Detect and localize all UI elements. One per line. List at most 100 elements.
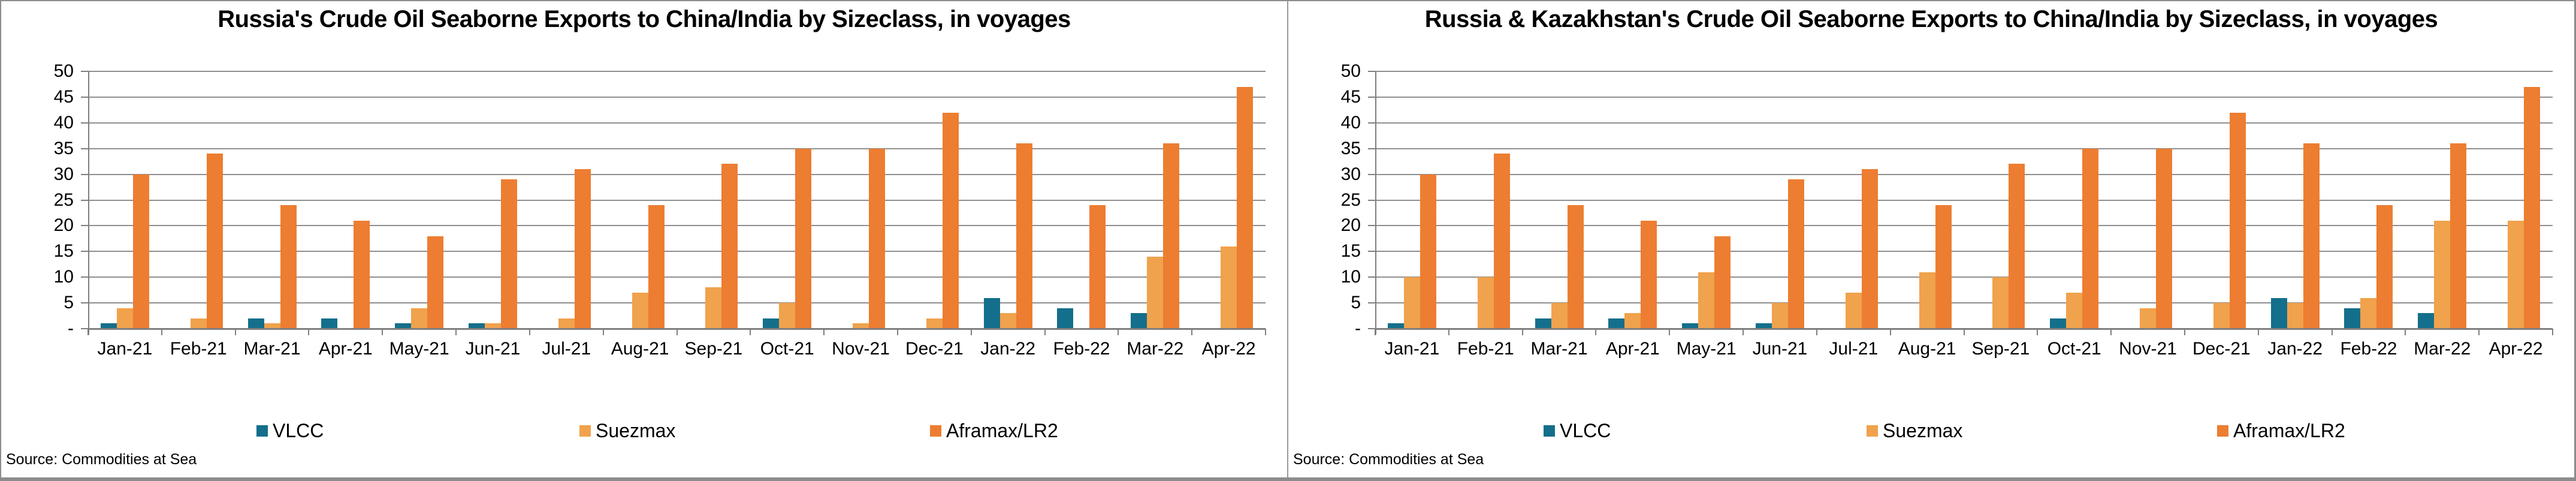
x-tick-label: Jan-21 (97, 339, 153, 359)
legend-swatch-suezmax (1867, 425, 1878, 437)
x-axis-tick (382, 329, 383, 335)
x-axis-tick (2110, 329, 2112, 335)
x-axis-tick (2184, 329, 2185, 335)
bar-suezmax (1403, 277, 1420, 329)
x-tick-label: Apr-21 (318, 339, 373, 359)
x-tick-label: Oct-21 (760, 339, 814, 359)
y-tick-label: 15 (53, 241, 74, 261)
bar-suezmax (1551, 303, 1568, 329)
bar-suezmax (926, 318, 943, 329)
bar-vlcc (468, 323, 485, 329)
chart-panel-russia: Russia's Crude Oil Seaborne Exports to C… (1, 1, 1287, 477)
x-axis-tick (750, 329, 751, 335)
x-axis-tick (2405, 329, 2406, 335)
x-axis-tick (1889, 329, 1891, 335)
legend-item: VLCC (1544, 419, 1611, 443)
y-tick-label: 50 (53, 61, 74, 81)
x-axis-tick (161, 329, 162, 335)
bar-suezmax (999, 313, 1016, 329)
y-axis-tick (81, 122, 88, 124)
x-tick-label: Aug-21 (611, 339, 669, 359)
legend-swatch-aframax-lr2 (2217, 425, 2228, 437)
bar-suezmax (190, 318, 207, 329)
bar-suezmax (484, 323, 501, 329)
bar-suezmax (2213, 303, 2230, 329)
y-tick-label: 20 (1340, 215, 1361, 236)
bar-suezmax (1221, 246, 1237, 329)
x-axis-tick (823, 329, 825, 335)
bar-aframax-lr2 (354, 220, 370, 329)
y-axis-tick (1368, 276, 1375, 278)
gridline (88, 302, 1266, 304)
y-axis-tick (1368, 199, 1375, 201)
x-tick-label: Sep-21 (684, 339, 743, 359)
y-tick-label: 20 (53, 215, 74, 236)
bar-aframax-lr2 (574, 169, 591, 329)
x-axis-tick (529, 329, 530, 335)
y-tick-label: 30 (1340, 164, 1361, 184)
bar-vlcc (247, 318, 264, 329)
gridline (1375, 225, 2553, 227)
x-axis-tick (2331, 329, 2333, 335)
x-tick-label: Nov-21 (2119, 339, 2177, 359)
x-tick-label: Nov-21 (832, 339, 890, 359)
bar-aframax-lr2 (1641, 220, 1657, 329)
x-axis-tick (2552, 329, 2553, 335)
bar-vlcc (983, 297, 1000, 329)
bar-aframax-lr2 (132, 174, 149, 329)
legend-label: Aframax/LR2 (2233, 419, 2345, 441)
gridline (88, 71, 1266, 72)
y-axis-tick (81, 328, 88, 329)
bar-aframax-lr2 (1714, 236, 1731, 329)
bar-suezmax (705, 287, 722, 329)
bar-aframax-lr2 (2229, 112, 2246, 329)
y-tick-label: 10 (53, 267, 74, 287)
y-axis-tick (81, 225, 88, 227)
legend-item: Suezmax (1867, 419, 1962, 443)
y-tick-label: 40 (1340, 112, 1361, 133)
y-tick-label: - (1355, 318, 1361, 338)
y-axis-tick (1368, 122, 1375, 124)
bar-aframax-lr2 (2156, 148, 2173, 329)
bar-aframax-lr2 (2303, 143, 2320, 329)
x-axis-tick (676, 329, 678, 335)
x-tick-label: Dec-21 (905, 339, 964, 359)
bar-aframax-lr2 (869, 148, 886, 329)
x-tick-label: May-21 (1676, 339, 1737, 359)
bar-suezmax (632, 292, 648, 329)
bar-suezmax (2140, 308, 2157, 329)
x-axis-tick (1375, 329, 1376, 335)
x-axis-tick (87, 329, 89, 335)
y-axis-tick (1368, 173, 1375, 175)
x-tick-label: Feb-21 (170, 339, 227, 359)
x-axis-tick (455, 329, 457, 335)
bar-aframax-lr2 (1420, 174, 1436, 329)
y-tick-label: 35 (1340, 138, 1361, 158)
legend-swatch-vlcc (1544, 425, 1555, 437)
plot-area: - 5 10 15 20 25 30 35 40 45 50 Jan-21 Feb-21 Mar-21 Ap… (1, 1, 1287, 477)
legend-label: VLCC (273, 419, 324, 441)
y-axis-tick (81, 276, 88, 278)
bar-aframax-lr2 (1861, 169, 1878, 329)
y-tick-label: 45 (53, 86, 74, 107)
y-tick-label: 30 (53, 164, 74, 184)
gridline (1375, 251, 2553, 252)
gridline (1375, 71, 2553, 72)
x-axis-tick (1521, 329, 1523, 335)
x-tick-label: Jun-21 (1752, 339, 1808, 359)
bar-aframax-lr2 (2376, 205, 2393, 329)
x-axis-tick (1044, 329, 1046, 335)
x-axis-tick (1448, 329, 1449, 335)
y-axis-tick (81, 71, 88, 72)
x-tick-label: Dec-21 (2192, 339, 2251, 359)
bar-suezmax (2434, 220, 2451, 329)
legend-item: Suezmax (579, 419, 675, 443)
gridline (88, 276, 1266, 278)
x-axis-tick (1265, 329, 1266, 335)
y-tick-label: 40 (53, 112, 74, 133)
y-tick-label: 10 (1340, 267, 1361, 287)
legend-label: Suezmax (1883, 419, 1963, 441)
bar-suezmax (1771, 303, 1788, 329)
bar-aframax-lr2 (795, 148, 812, 329)
gridline (88, 225, 1266, 227)
